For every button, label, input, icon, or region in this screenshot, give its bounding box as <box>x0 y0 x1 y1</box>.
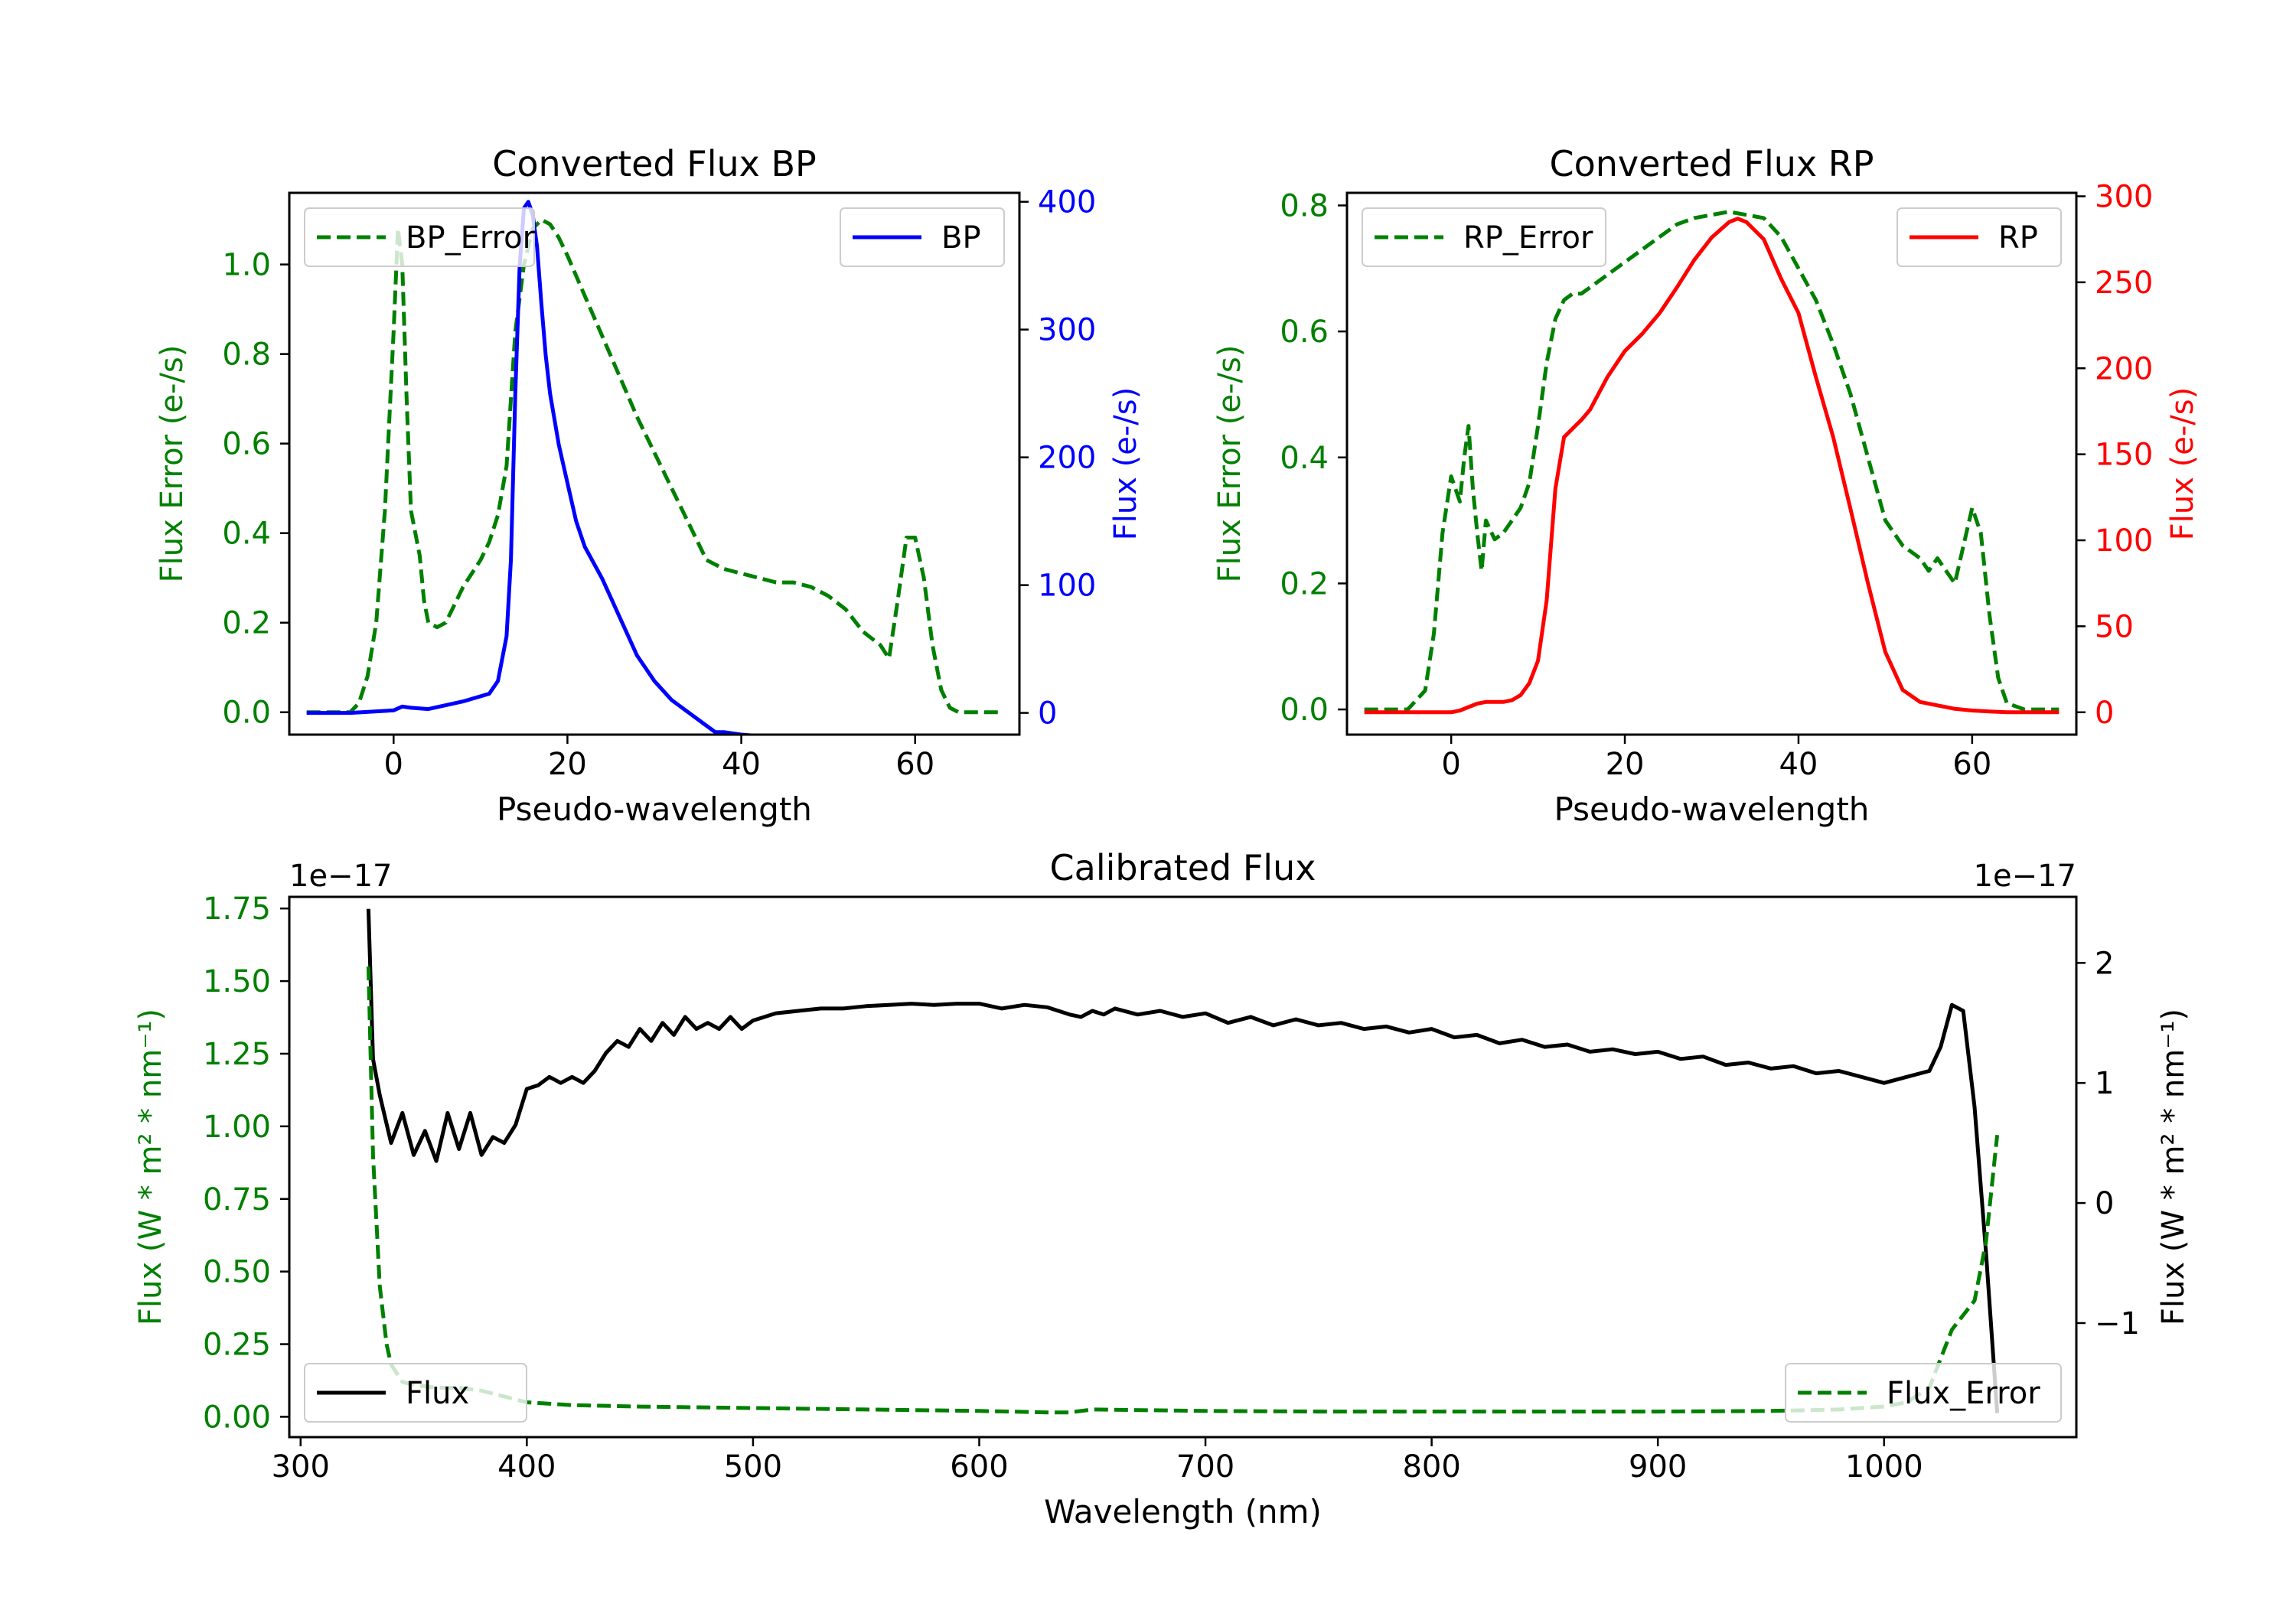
right-offset-text: 1e−17 <box>1974 859 2076 894</box>
left-y-axis-label: Flux (W * m² * nm⁻¹) <box>133 1009 168 1325</box>
series-line-rp-error <box>1364 210 2060 712</box>
right-y-tick-label: 300 <box>2095 179 2153 214</box>
x-tick-label: 300 <box>272 1449 330 1485</box>
chart-panel-1: Converted Flux BP 0 20 40 60 Pseudo-wavelengt… <box>155 143 1143 828</box>
x-tick-label: 40 <box>1779 747 1818 782</box>
left-y-tick-label: 1.25 <box>203 1037 271 1072</box>
left-y-tick-label: 0.2 <box>1280 566 1329 601</box>
left-y-tick-label: 0.75 <box>203 1182 271 1217</box>
chart-panel-2: Converted Flux RP 0 20 40 60 Pseudo-wavelengt… <box>1212 143 2200 828</box>
x-tick-label: 500 <box>724 1449 782 1485</box>
left-y-tick-label: 0.0 <box>1280 693 1329 728</box>
left-y-tick-label: 0.50 <box>203 1255 271 1290</box>
left-y-tick-label: 0.00 <box>203 1400 271 1435</box>
chart-title: Converted Flux RP <box>1550 143 1874 184</box>
right-y-tick-label: 0 <box>1038 696 1057 732</box>
right-y-tick-label: 400 <box>1038 185 1096 220</box>
series-line-bp <box>306 200 785 735</box>
left-y-axis-label: Flux Error (e-/s) <box>1212 345 1247 583</box>
left-y-axis-label: Flux Error (e-/s) <box>155 345 190 583</box>
x-tick-label: 700 <box>1176 1449 1234 1485</box>
x-tick-label: 20 <box>548 747 587 782</box>
x-axis-label: Wavelength (nm) <box>1044 1493 1322 1530</box>
series-line-flux <box>366 908 2000 1413</box>
x-tick-label: 0 <box>1441 747 1460 782</box>
legend-box <box>1362 207 1606 267</box>
x-tick-label: 600 <box>950 1449 1008 1485</box>
x-tick-label: 0 <box>384 747 403 782</box>
left-y-tick-label: 1.50 <box>203 964 271 999</box>
left-y-tick-label: 1.0 <box>222 248 271 283</box>
x-tick-label: 800 <box>1402 1449 1460 1485</box>
left-y-tick-label: 0.8 <box>1280 188 1329 223</box>
right-y-tick-label: 100 <box>2095 523 2153 559</box>
right-y-tick-label: 150 <box>2095 438 2153 473</box>
legend-box <box>1896 207 2062 267</box>
plot-frame <box>288 895 2078 1439</box>
legend-rp-error: RP_Error <box>1362 207 1606 267</box>
x-axis-label: Pseudo-wavelength <box>497 790 812 828</box>
right-y-tick-label: 300 <box>1038 313 1096 348</box>
legend-label: BP <box>941 220 981 256</box>
legend-label: BP_Error <box>406 220 536 256</box>
right-y-tick-label: −1 <box>2095 1306 2140 1341</box>
left-y-tick-label: 0.6 <box>222 427 271 462</box>
right-y-axis-label: Flux (e-/s) <box>1108 387 1143 540</box>
x-tick-label: 1000 <box>1845 1449 1923 1485</box>
plot-frame <box>288 191 1021 736</box>
chart-title: Converted Flux BP <box>492 143 817 184</box>
left-y-tick-label: 0.4 <box>222 517 271 552</box>
plot-frame <box>1345 191 2078 736</box>
right-y-tick-label: 0 <box>2095 1186 2114 1221</box>
series-line-flux-error <box>366 966 2000 1415</box>
legend-label: Flux_Error <box>1887 1376 2040 1411</box>
right-y-tick-label: 200 <box>2095 351 2153 386</box>
left-offset-text: 1e−17 <box>289 859 392 894</box>
chart-title: Calibrated Flux <box>1050 847 1316 888</box>
legend-flux: Flux <box>304 1363 527 1423</box>
right-y-tick-label: 50 <box>2095 609 2134 644</box>
x-tick-label: 40 <box>722 747 761 782</box>
left-y-tick-label: 1.00 <box>203 1110 271 1145</box>
left-y-tick-label: 1.75 <box>203 892 271 927</box>
left-y-tick-label: 0.6 <box>1280 315 1329 350</box>
series-line-rp <box>1364 217 2060 715</box>
right-y-tick-label: 1 <box>2095 1066 2114 1101</box>
right-y-axis-label: Flux (e-/s) <box>2165 387 2200 540</box>
right-y-tick-label: 100 <box>1038 569 1096 604</box>
legend-label: RP <box>1998 220 2038 256</box>
legend-bp-error: BP_Error <box>304 207 536 267</box>
x-tick-label: 60 <box>895 747 934 782</box>
legend-box <box>840 207 1005 267</box>
right-y-axis-label: Flux (W * m² * nm⁻¹) <box>2156 1009 2191 1325</box>
x-tick-label: 900 <box>1629 1449 1687 1485</box>
legend-bp: BP <box>840 207 1005 267</box>
left-y-tick-label: 0.2 <box>222 606 271 641</box>
left-y-tick-label: 0.0 <box>222 696 271 731</box>
series-line-bp-error <box>306 217 1003 715</box>
x-tick-label: 20 <box>1606 747 1645 782</box>
x-axis-label: Pseudo-wavelength <box>1554 790 1870 828</box>
legend-box <box>1785 1363 2062 1423</box>
left-y-tick-label: 0.4 <box>1280 441 1329 476</box>
left-y-tick-label: 0.25 <box>203 1328 271 1363</box>
legend-label: RP_Error <box>1463 220 1593 256</box>
right-y-tick-label: 0 <box>2095 696 2114 731</box>
right-y-tick-label: 2 <box>2095 946 2114 981</box>
chart-panel-3: Calibrated Flux 300 400 500 600 700 800 900 1000… <box>133 847 2191 1530</box>
legend-flux-error: Flux_Error <box>1785 1363 2062 1423</box>
legend-box <box>304 1363 527 1423</box>
legend-box <box>304 207 535 267</box>
right-y-tick-label: 250 <box>2095 266 2153 301</box>
legend-rp: RP <box>1896 207 2062 267</box>
x-tick-label: 60 <box>1952 747 1991 782</box>
x-tick-label: 400 <box>497 1449 556 1485</box>
right-y-tick-label: 200 <box>1038 441 1096 476</box>
legend-label: Flux <box>406 1376 469 1411</box>
left-y-tick-label: 0.8 <box>222 337 271 373</box>
